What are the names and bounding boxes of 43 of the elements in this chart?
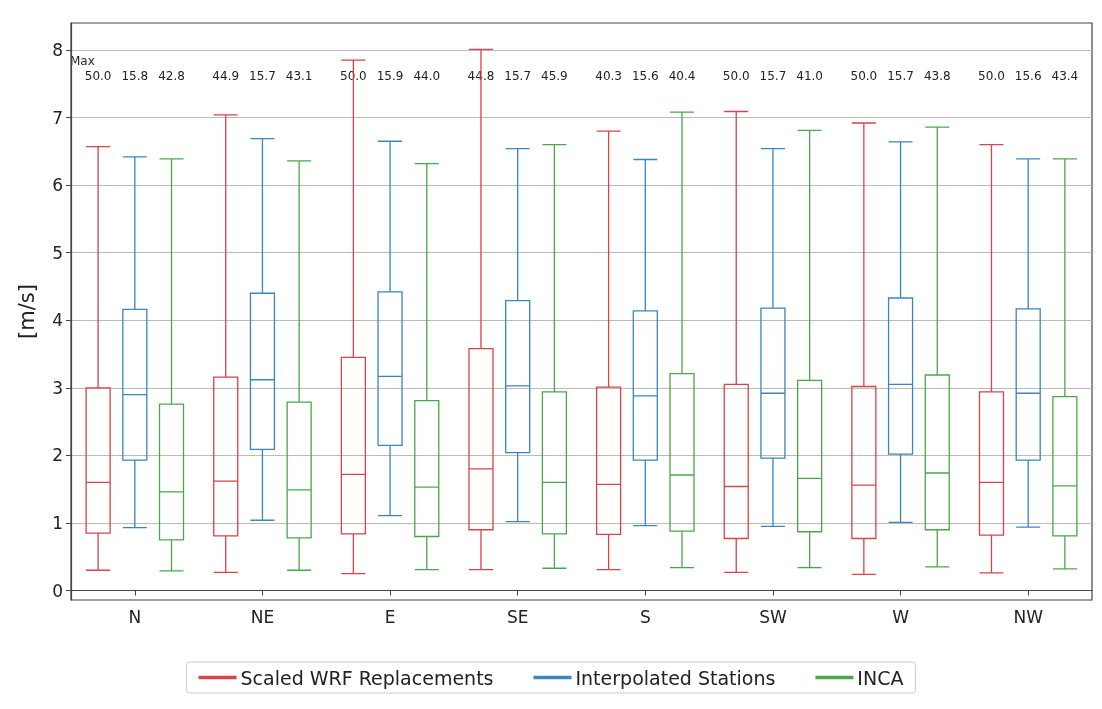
legend-label: Interpolated Stations — [575, 666, 776, 689]
annotation: 15.8 — [121, 69, 149, 83]
annotation: 50.0 — [850, 69, 878, 83]
y-tick-label: 2 — [52, 445, 63, 466]
annotation: 43.1 — [285, 69, 313, 83]
annotation: 44.0 — [413, 69, 441, 83]
x-tick-label: NW — [1013, 606, 1044, 627]
y-tick-label: 1 — [52, 512, 63, 533]
annotation: 15.6 — [1014, 69, 1042, 83]
x-tick-label: W — [892, 606, 910, 627]
y-tick-label: 0 — [52, 580, 63, 601]
annotation: 44.9 — [212, 69, 240, 83]
legend-label: Scaled WRF Replacements — [240, 666, 494, 689]
annotation: 41.0 — [796, 69, 823, 83]
annotation: 43.4 — [1051, 69, 1079, 83]
y-tick-label: 8 — [52, 40, 63, 61]
annotation: 50.0 — [978, 69, 1005, 83]
y-axis-title: [m/s] — [14, 284, 39, 339]
y-tick-label: 6 — [52, 175, 63, 196]
y-tick-label: 7 — [52, 107, 63, 128]
annotation: 45.9 — [541, 69, 568, 83]
x-tick-label: NE — [250, 606, 275, 627]
x-tick-label: SE — [506, 606, 529, 627]
legend-label: INCA — [857, 666, 904, 689]
annotation: 15.7 — [759, 69, 787, 83]
y-tick-label: 3 — [52, 377, 63, 398]
annotation: 50.0 — [722, 69, 750, 83]
x-tick-label: E — [384, 606, 396, 627]
annotation: 50.0 — [84, 69, 112, 83]
annotation: 40.3 — [595, 69, 622, 83]
annotation: 15.7 — [887, 69, 914, 83]
x-tick-label: N — [128, 606, 142, 627]
annotation: 40.4 — [668, 69, 696, 83]
annotation: 15.6 — [631, 69, 659, 83]
annotation: 15.7 — [504, 69, 532, 83]
annotation: 15.7 — [249, 69, 276, 83]
y-tick-label: 4 — [52, 310, 63, 331]
annotation: 15.9 — [376, 69, 404, 83]
annotation: 42.8 — [158, 69, 185, 83]
y-tick-label: 5 — [52, 242, 63, 263]
annotation: 43.8 — [923, 69, 951, 83]
x-tick-label: S — [639, 606, 651, 627]
x-tick-label: SW — [759, 606, 787, 627]
